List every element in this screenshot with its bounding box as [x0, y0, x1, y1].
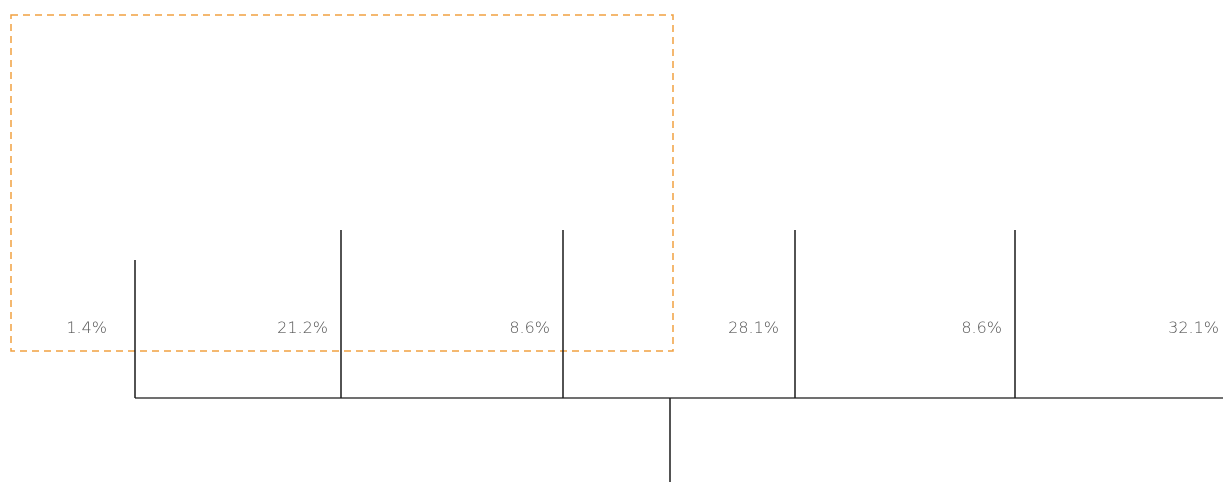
segment-label-5: 8.6%	[961, 318, 1002, 337]
segment-label-2: 21.2%	[277, 318, 328, 337]
segment-label-1: 1.4%	[66, 318, 107, 337]
highlight-box	[10, 14, 674, 352]
segment-label-4: 28.1%	[728, 318, 779, 337]
segment-label-3: 8.6%	[509, 318, 550, 337]
segment-label-6: 32.1%	[1168, 318, 1219, 337]
